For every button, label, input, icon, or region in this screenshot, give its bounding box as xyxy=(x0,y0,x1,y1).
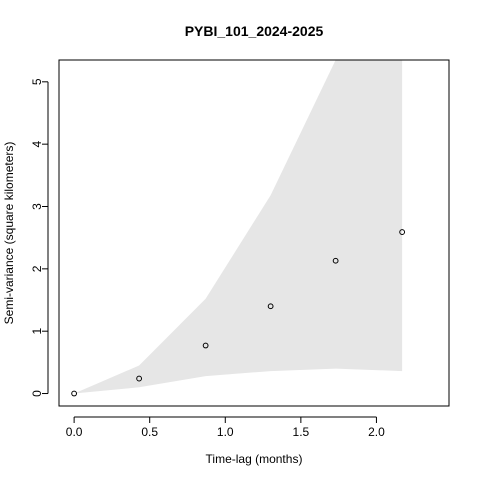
y-tick-label: 0 xyxy=(30,390,44,397)
x-axis-label: Time-lag (months) xyxy=(206,452,303,466)
y-tick-label: 4 xyxy=(30,141,44,148)
x-tick-label: 1.5 xyxy=(293,425,310,439)
x-tick-label: 2.0 xyxy=(368,425,385,439)
points-layer xyxy=(71,229,406,397)
data-point xyxy=(399,229,406,235)
y-tick-label: 1 xyxy=(30,328,44,335)
data-point xyxy=(267,303,274,310)
data-point xyxy=(71,390,78,397)
x-tick-label: 1.0 xyxy=(217,425,234,439)
data-point xyxy=(332,257,339,264)
y-tick-label: 2 xyxy=(30,265,44,272)
y-tick-label: 3 xyxy=(30,203,44,210)
plot-frame xyxy=(58,59,450,407)
y-axis-label: Semi-variance (square kilometers) xyxy=(2,142,16,325)
x-tick-label: 0.0 xyxy=(66,425,83,439)
confidence-band xyxy=(74,60,403,394)
y-axis: 0 1 2 3 4 5 xyxy=(30,78,49,397)
data-point xyxy=(202,342,209,349)
data-point xyxy=(136,375,143,382)
y-tick-label: 5 xyxy=(30,78,44,85)
x-axis: 0.0 0.5 1.0 1.5 2.0 xyxy=(66,416,385,439)
x-tick-label: 0.5 xyxy=(141,425,158,439)
confidence-band-layer xyxy=(74,60,403,394)
chart-title: PYBI_101_2024-2025 xyxy=(185,23,324,39)
